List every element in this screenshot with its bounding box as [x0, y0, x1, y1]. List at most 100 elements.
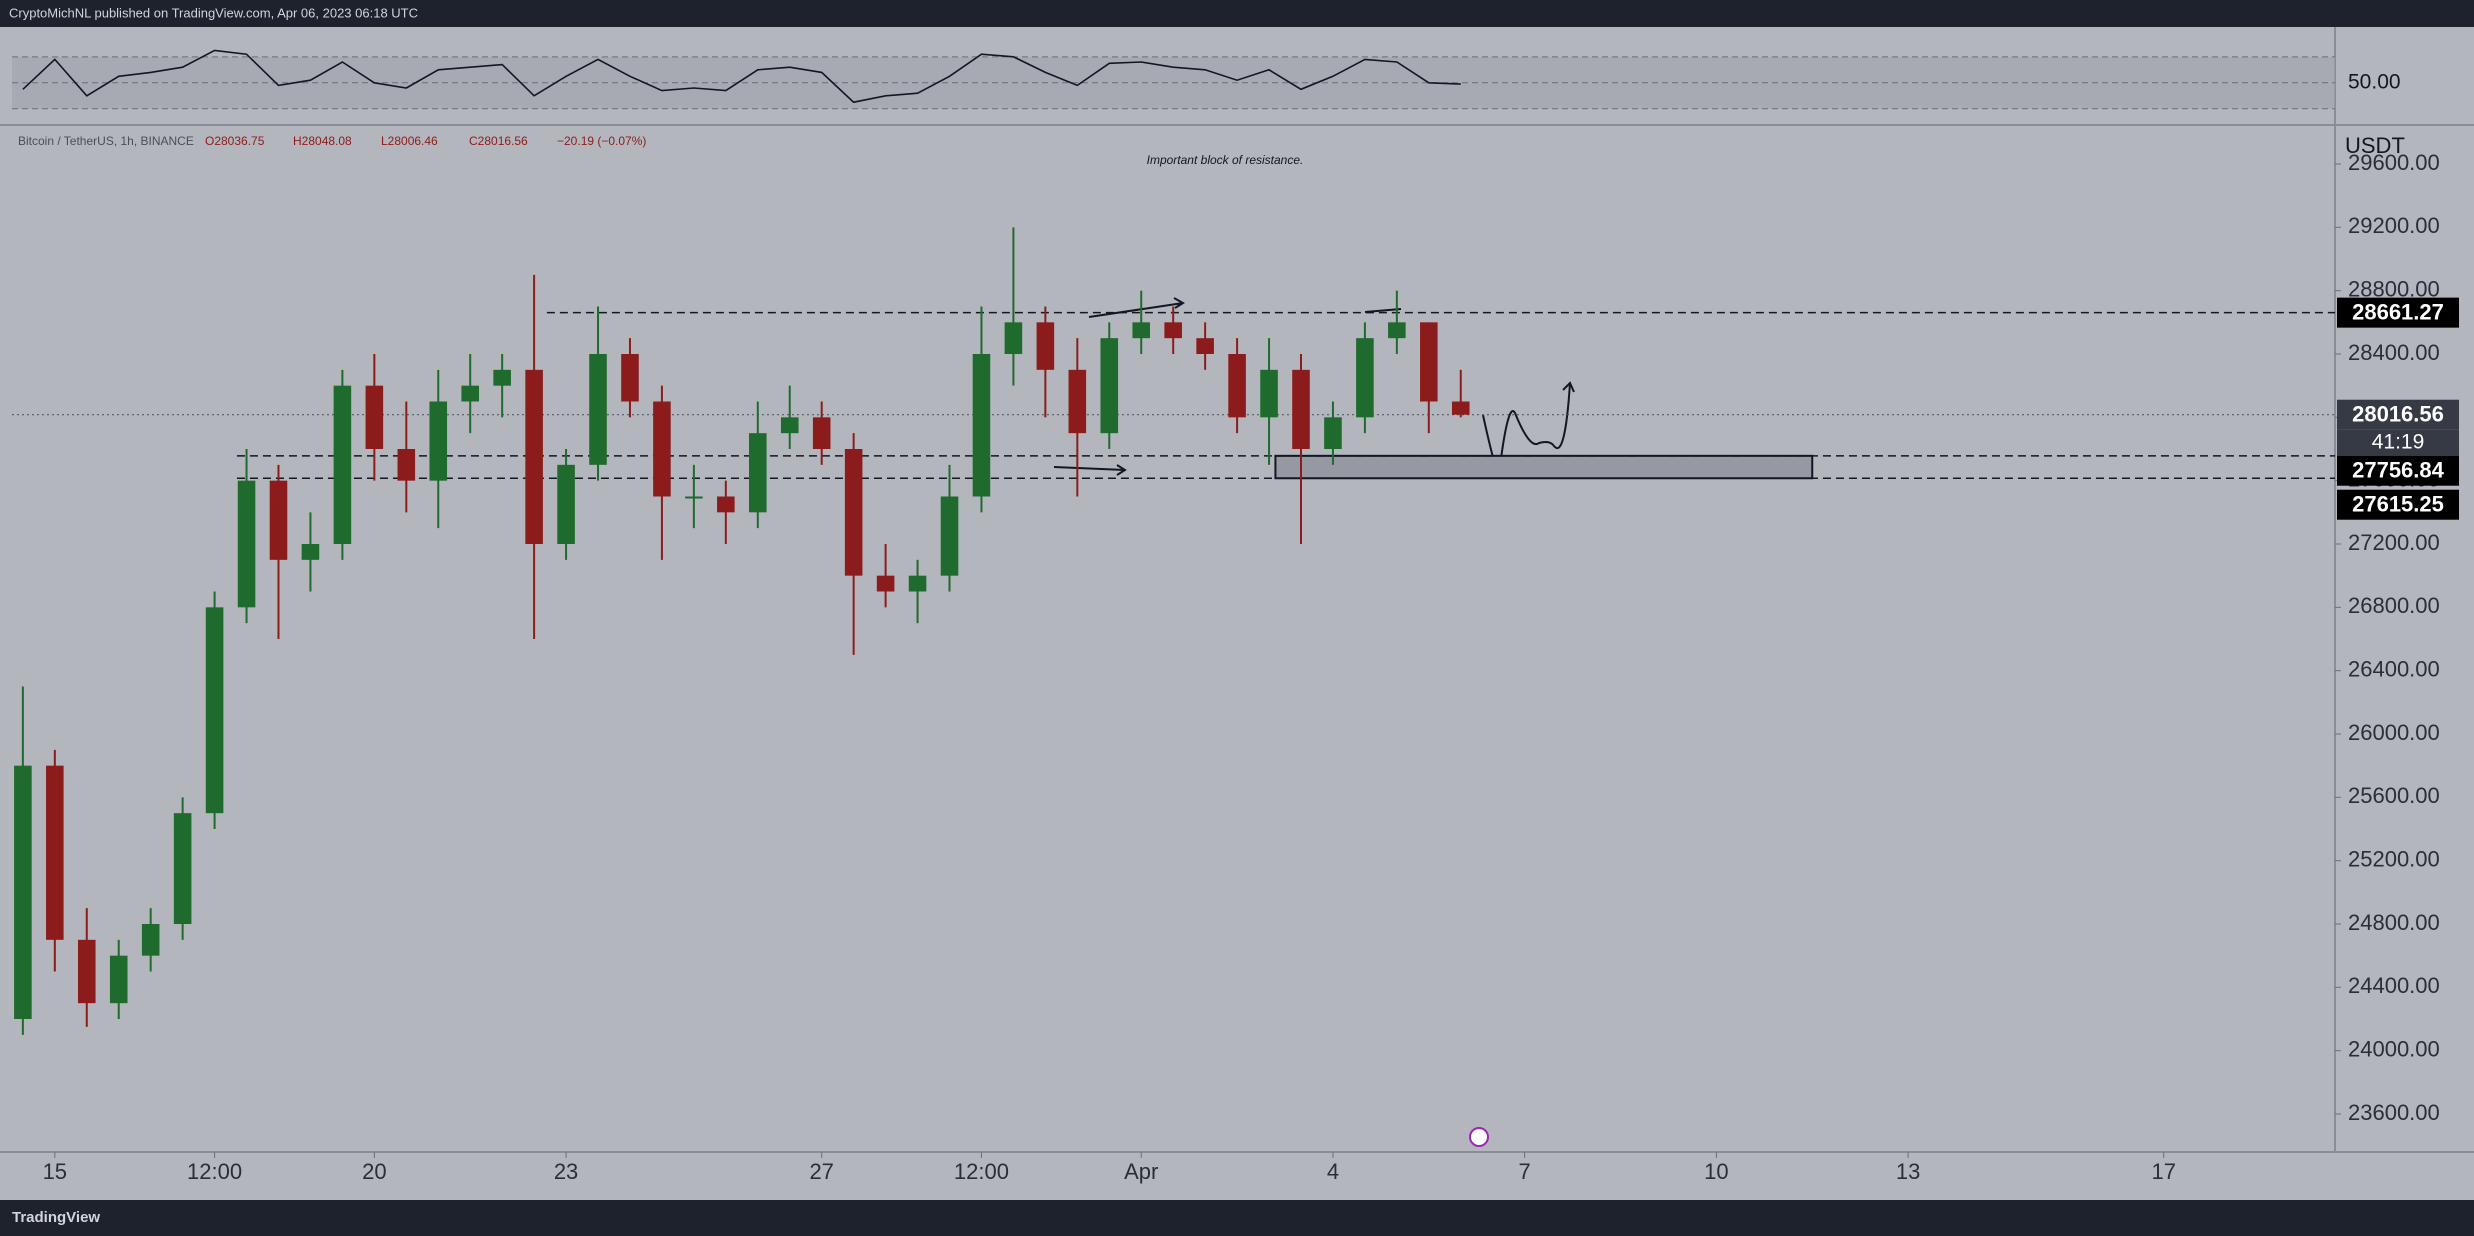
arrow: [1053, 464, 1127, 476]
candle-body: [589, 354, 607, 465]
candle-body: [141, 924, 160, 956]
x-tick-label: 7: [1519, 1159, 1531, 1184]
candle-body: [1292, 369, 1310, 449]
candle-body: [1228, 354, 1246, 418]
candle-body: [749, 433, 767, 513]
x-tick-label: 27: [809, 1159, 833, 1184]
ohlc-label: −20.19 (−0.07%): [557, 134, 646, 148]
x-tick-label: 13: [1896, 1159, 1920, 1184]
rsi-tick-label: 50.00: [2348, 70, 2401, 93]
candle-body: [333, 385, 352, 544]
candle-body: [876, 575, 895, 592]
candle-body: [1164, 322, 1182, 339]
y-tick-label: 28400.00: [2348, 340, 2440, 365]
x-tick-label: 10: [1704, 1159, 1728, 1184]
price-label: 28661.27: [2352, 299, 2444, 324]
y-tick-label: 29600.00: [2348, 150, 2440, 175]
support-zone: [1274, 454, 1814, 480]
candle-body: [717, 496, 735, 513]
candle-body: [557, 464, 575, 544]
candle-body: [237, 480, 256, 608]
y-tick-label: 28800.00: [2348, 276, 2440, 301]
brand: TradingView: [12, 1209, 100, 1226]
x-tick-label: 12:00: [187, 1159, 242, 1184]
candle-body: [1068, 369, 1087, 434]
y-tick-label: 29200.00: [2348, 213, 2440, 238]
candle-body: [1388, 322, 1406, 339]
ohlc-label: H28048.08: [293, 134, 352, 148]
candle-body: [493, 369, 511, 386]
y-tick-label: 24400.00: [2348, 973, 2440, 998]
price-label-box: [2337, 297, 2459, 328]
x-tick-label: 20: [362, 1159, 386, 1184]
candle-body: [109, 955, 128, 1004]
x-tick-label: 17: [2151, 1159, 2175, 1184]
y-tick-label: 24800.00: [2348, 910, 2440, 935]
arrow-head: [1562, 381, 1575, 393]
candle-body: [780, 417, 799, 434]
y-tick-label: 23600.00: [2348, 1100, 2440, 1125]
candle-body: [1100, 338, 1119, 434]
x-tick-label: 12:00: [954, 1159, 1009, 1184]
x-tick-label: Apr: [1124, 1159, 1158, 1184]
candle-body: [205, 607, 224, 814]
y-tick-label: 26000.00: [2348, 720, 2440, 745]
y-tick-label: 27200.00: [2348, 530, 2440, 555]
instrument: Bitcoin / TetherUS, 1h, BINANCE: [18, 134, 194, 148]
candle-body: [461, 385, 479, 402]
x-tick-label: 23: [554, 1159, 578, 1184]
price-label-box: [2337, 455, 2459, 486]
candle-body: [621, 354, 639, 402]
countdown-box: [2337, 429, 2459, 456]
y-tick-label: 26400.00: [2348, 656, 2440, 681]
candle-body: [429, 401, 448, 481]
candle-body: [1451, 401, 1470, 415]
candle-body: [1004, 322, 1023, 354]
y-tick-label: 25600.00: [2348, 783, 2440, 808]
currency: USDT: [2345, 133, 2405, 158]
y-tick-label: 26800.00: [2348, 593, 2440, 618]
candle-body: [653, 401, 671, 497]
candle-body: [1132, 322, 1151, 339]
price-label-box: [2337, 489, 2459, 520]
candle-body: [685, 496, 703, 499]
candle-body: [1420, 322, 1438, 402]
y-tick-label: 24000.00: [2348, 1036, 2440, 1061]
candle-body: [940, 496, 959, 576]
candle-body: [1036, 322, 1055, 370]
candle-body: [365, 385, 384, 449]
candle-body: [812, 417, 831, 449]
candle-body: [1356, 338, 1374, 418]
candle-body: [77, 939, 96, 1004]
price-label-box: [2337, 399, 2459, 430]
candle-body: [1324, 417, 1342, 449]
price-label: 27615.25: [2352, 492, 2444, 517]
price-label: 28016.56: [2352, 402, 2444, 427]
x-tick-label: 4: [1327, 1159, 1339, 1184]
ohlc-label: C28016.56: [469, 134, 528, 148]
event-icon[interactable]: [1469, 1127, 1489, 1147]
arrow: [1088, 297, 1185, 318]
y-tick-label: 25200.00: [2348, 846, 2440, 871]
candle-body: [1260, 369, 1278, 418]
candle-body: [173, 813, 192, 924]
annotation: Important block of resistance.: [1147, 153, 1304, 167]
x-tick-label: 15: [43, 1159, 67, 1184]
bottom-bar: [0, 1200, 2474, 1236]
candle-body: [844, 449, 863, 576]
rsi-line: [22, 49, 1461, 104]
candle-body: [525, 369, 543, 544]
ohlc-label: O28036.75: [205, 134, 265, 148]
price-label: 27756.84: [2352, 458, 2445, 483]
candle-body: [972, 354, 991, 497]
candle-body: [908, 575, 927, 592]
candle-body: [14, 765, 32, 1019]
arrow: [1364, 308, 1402, 313]
top-bar: [0, 0, 2474, 27]
candle-body: [269, 480, 288, 560]
countdown: 41:19: [2372, 430, 2425, 453]
ohlc-label: L28006.46: [381, 134, 438, 148]
